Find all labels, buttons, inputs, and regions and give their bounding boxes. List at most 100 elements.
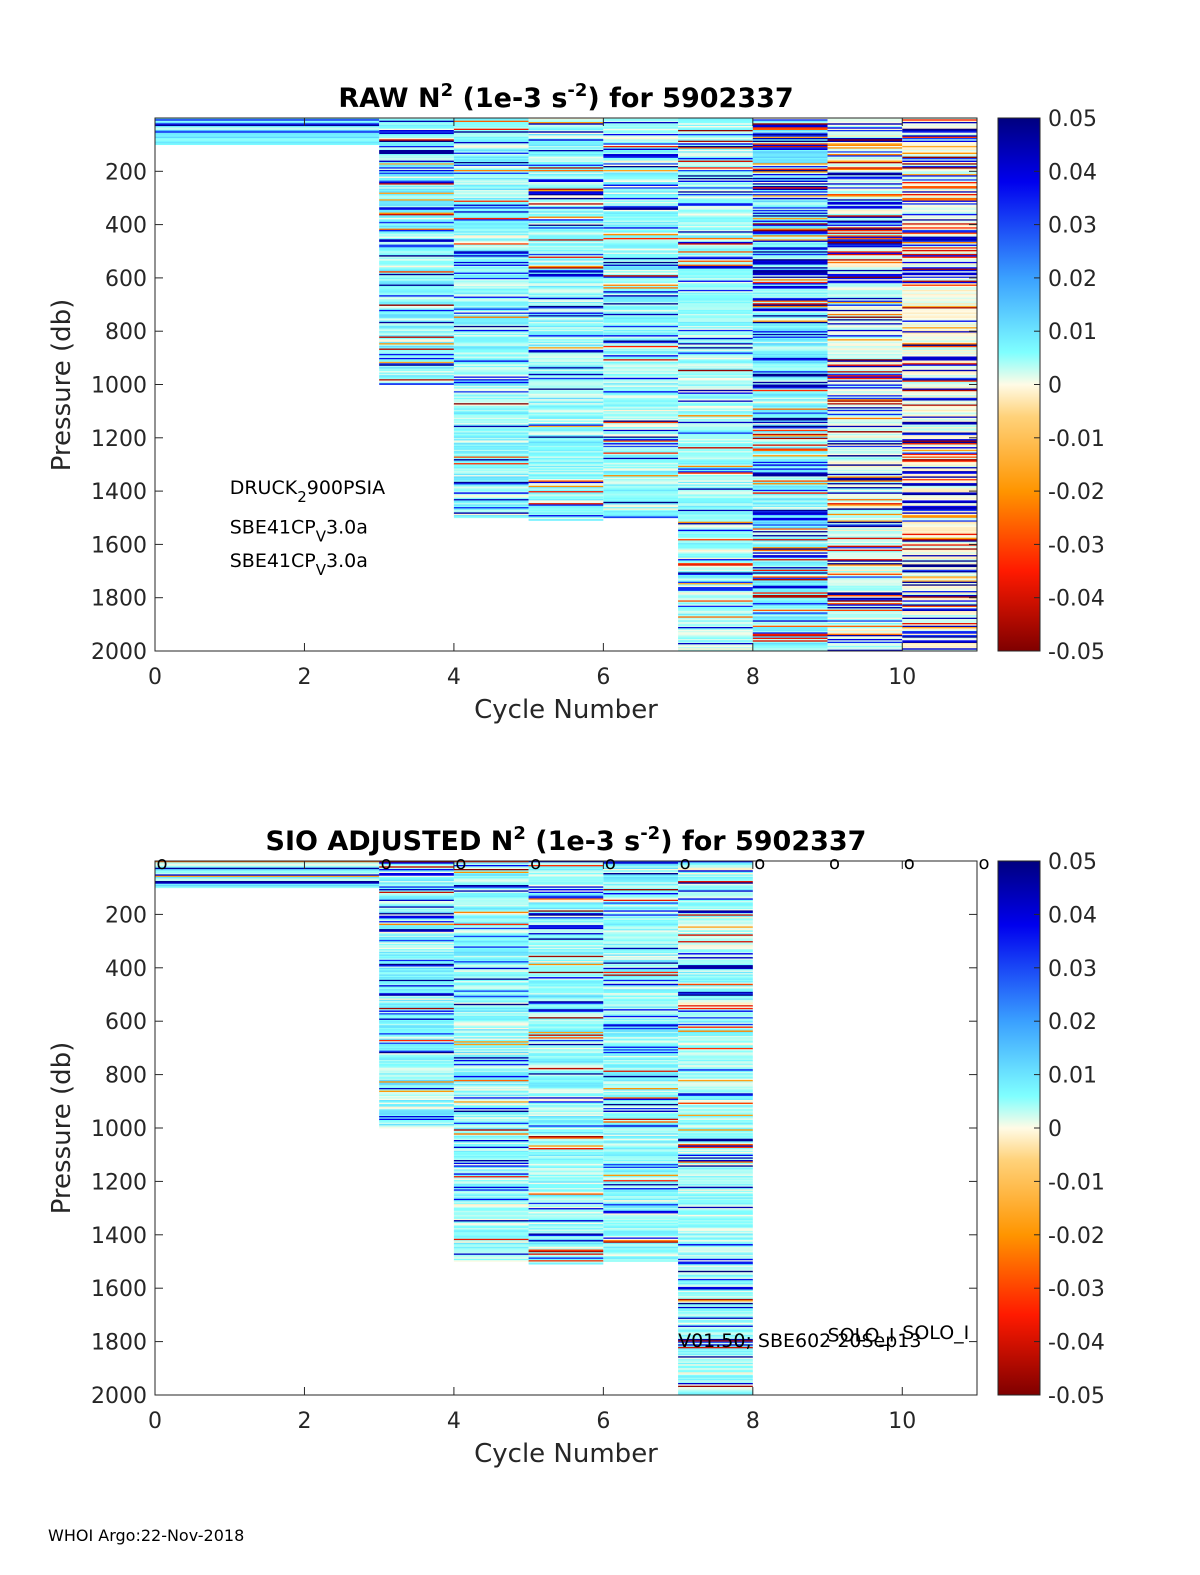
n2-cell	[678, 283, 753, 285]
n2-cell	[528, 1126, 604, 1129]
n2-cell	[827, 527, 903, 529]
n2-cell	[528, 291, 604, 293]
n2-cell	[827, 476, 903, 479]
n2-cell	[827, 516, 903, 519]
n2-cell	[528, 1101, 604, 1104]
n2-cell	[678, 1121, 753, 1124]
n2-cell	[902, 219, 977, 222]
n2-cell	[453, 1164, 529, 1166]
n2-cell	[453, 393, 529, 396]
n2-cell	[528, 457, 604, 460]
n2-cell	[379, 977, 454, 979]
n2-cell	[528, 998, 604, 1001]
n2-cell	[752, 453, 828, 456]
n2-cell	[453, 195, 529, 198]
n2-cell	[603, 1229, 679, 1232]
n2-cell	[827, 232, 903, 235]
n2-cell	[528, 388, 604, 391]
n2-cell	[678, 1241, 753, 1244]
n2-cell	[379, 251, 454, 254]
n2-cell	[678, 321, 753, 324]
n2-cell	[603, 1172, 679, 1174]
n2-cell	[752, 489, 828, 492]
n2-cell	[528, 1058, 604, 1061]
n2-cell	[379, 367, 454, 369]
n2-cell	[453, 1104, 529, 1106]
n2-cell	[678, 970, 753, 973]
n2-cell	[453, 424, 529, 427]
n2-cell	[827, 138, 903, 140]
n2-cell	[678, 969, 753, 971]
n2-cell	[603, 1184, 679, 1186]
n2-cell	[379, 861, 454, 863]
n2-cell	[678, 991, 753, 994]
n2-cell	[902, 467, 977, 469]
n2-cell	[752, 581, 828, 584]
n2-cell	[528, 886, 604, 889]
n2-cell	[902, 579, 977, 581]
n2-cell	[603, 131, 679, 134]
n2-cell	[528, 975, 604, 978]
n2-cell	[603, 373, 679, 376]
n2-cell	[453, 146, 529, 148]
n2-cell	[902, 303, 977, 305]
n2-cell	[902, 340, 977, 343]
n2-cell	[678, 1257, 753, 1260]
n2-cell	[827, 119, 903, 122]
n2-cell	[827, 301, 903, 304]
n2-cell	[603, 1177, 679, 1180]
n2-cell	[453, 951, 529, 954]
n2-cell	[379, 1037, 454, 1039]
n2-cell	[752, 140, 828, 143]
n2-cell	[453, 921, 529, 923]
n2-cell	[528, 408, 604, 411]
n2-cell	[379, 913, 454, 915]
n2-cell	[603, 372, 679, 375]
profile-column-cycle-3	[379, 861, 454, 1129]
n2-cell	[379, 272, 454, 275]
n2-cell	[528, 1074, 604, 1077]
n2-cell	[379, 954, 454, 957]
n2-cell	[678, 360, 753, 363]
n2-cell	[678, 1190, 753, 1193]
n2-cell	[678, 147, 753, 150]
n2-cell	[827, 347, 903, 349]
n2-cell	[379, 907, 454, 910]
n2-cell	[902, 504, 977, 507]
n2-cell	[902, 483, 977, 485]
n2-cell	[453, 935, 529, 938]
n2-cell	[603, 1166, 679, 1169]
n2-cell	[528, 999, 604, 1002]
n2-cell	[752, 491, 828, 493]
n2-cell	[902, 400, 977, 403]
n2-cell	[603, 251, 679, 254]
n2-cell	[752, 295, 828, 297]
n2-cell	[902, 143, 977, 146]
n2-cell	[528, 903, 604, 906]
n2-cell	[752, 496, 828, 499]
n2-cell	[453, 475, 529, 477]
n2-cell	[379, 1030, 454, 1033]
n2-cell	[678, 487, 753, 489]
n2-cell	[453, 328, 529, 331]
n2-cell	[528, 347, 604, 349]
n2-cell	[379, 1086, 454, 1089]
n2-cell	[752, 627, 828, 629]
n2-cell	[603, 180, 679, 183]
n2-cell	[528, 449, 604, 452]
n2-cell	[902, 257, 977, 260]
n2-cell	[453, 192, 529, 195]
n2-cell	[528, 1153, 604, 1156]
n2-cell	[528, 934, 604, 937]
n2-cell	[752, 327, 828, 329]
n2-cell	[528, 919, 604, 922]
n2-cell	[528, 344, 604, 347]
n2-cell	[453, 301, 529, 304]
n2-cell	[528, 1112, 604, 1114]
n2-cell	[752, 449, 828, 452]
n2-cell	[528, 295, 604, 297]
n2-cell	[752, 457, 828, 460]
n2-cell	[827, 569, 903, 572]
n2-cell	[603, 1249, 679, 1252]
